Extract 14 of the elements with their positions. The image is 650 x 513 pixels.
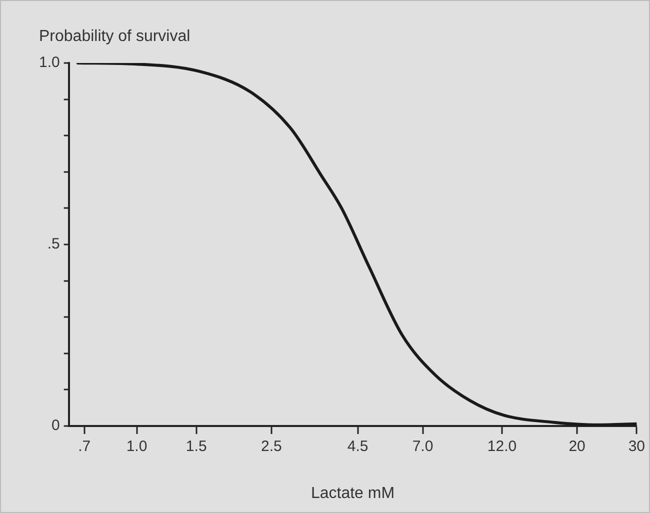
x-tick-label: 20 (568, 438, 586, 456)
x-tick-label: 7.0 (412, 438, 434, 456)
x-tick-label: 1.5 (186, 438, 207, 456)
x-tick-label: 2.5 (261, 438, 282, 456)
y-tick-label: 1.0 (38, 54, 60, 72)
y-axis-title: Probability of survival (39, 28, 190, 45)
x-tick-label: 1.0 (126, 438, 148, 456)
y-tick-label: .5 (47, 236, 60, 253)
x-axis-title: Lactate mM (310, 485, 395, 502)
x-tick-label: 12.0 (487, 438, 517, 456)
x-tick-label: 30 (628, 438, 645, 456)
x-tick-label: .7 (78, 438, 91, 456)
x-tick-label: 4.5 (347, 438, 368, 456)
y-tick-label: 0 (52, 417, 60, 434)
